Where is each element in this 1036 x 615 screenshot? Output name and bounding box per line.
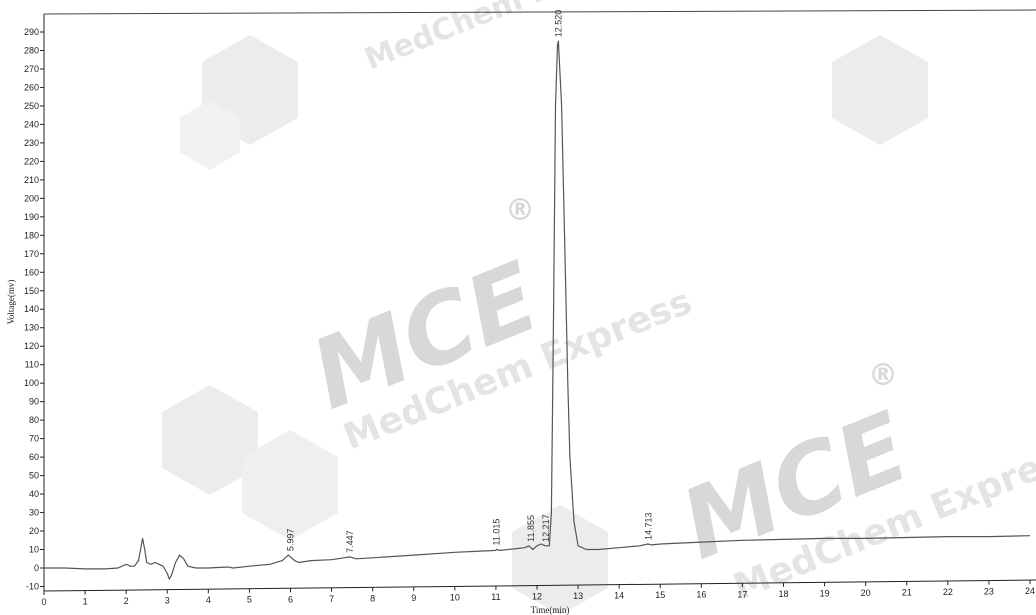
- x-tick-label: 8: [370, 593, 375, 603]
- y-axis-ticks: -10 0 10 20 30 40 50 60 70 80 90 100 110 120 130 140 150…: [24, 27, 44, 591]
- plot-frame: [43, 9, 1036, 592]
- watermark-logo: [162, 385, 338, 540]
- x-tick-label: 1: [83, 597, 88, 607]
- x-tick-label: 9: [411, 593, 416, 603]
- x-axis-ticks: 0 1 2 3 4 5 6 7 8 9 10 11 12 13 14 15 16 17 18 19 20 21 22 23 24: [41, 580, 1035, 607]
- x-tick-label: 10: [450, 592, 460, 602]
- y-tick-label: 190: [24, 212, 39, 222]
- y-tick-label: 150: [24, 286, 39, 296]
- y-tick-label: 110: [25, 360, 39, 370]
- y-tick-label: 0: [34, 563, 39, 573]
- peak-label: 11.015: [492, 519, 502, 546]
- peak-label-layer: 5.997 7.447 11.015 11.855 12.217 12.520 14.713: [285, 10, 653, 553]
- y-tick-label: 20: [29, 526, 39, 536]
- y-tick-label: 80: [29, 415, 39, 425]
- y-tick-label: 290: [24, 27, 39, 37]
- trace-layer: [44, 40, 1031, 580]
- x-tick-label: 0: [41, 597, 46, 607]
- y-tick-label: 220: [24, 156, 39, 166]
- x-axis-title: Time(min): [531, 605, 570, 615]
- peak-label: 7.447: [345, 530, 355, 553]
- x-tick-label: 12: [532, 592, 542, 602]
- y-tick-label: 60: [29, 452, 39, 462]
- peak-label: 11.855: [526, 515, 536, 542]
- y-tick-label: 130: [24, 323, 39, 333]
- x-tick-label: 16: [696, 590, 706, 600]
- y-tick-label: 10: [29, 545, 39, 555]
- y-tick-label: 30: [29, 508, 39, 518]
- x-tick-label: 18: [778, 589, 788, 599]
- watermark-logo: [512, 505, 608, 615]
- y-tick-label: 270: [24, 64, 39, 74]
- x-tick-label: 22: [943, 587, 953, 597]
- x-tick-label: 23: [984, 587, 994, 597]
- y-tick-label: 250: [24, 101, 39, 111]
- watermark-registered: ®: [868, 358, 898, 393]
- watermark-logo: [180, 35, 298, 170]
- y-tick-label: 280: [24, 45, 39, 55]
- watermark-layer: MCE MedChem Express MCE MedChem Express …: [162, 0, 1036, 615]
- x-tick-label: 5: [247, 595, 252, 605]
- x-axis-line: [43, 579, 1036, 592]
- x-tick-label: 4: [206, 595, 211, 605]
- y-tick-label: 50: [29, 471, 39, 481]
- top-border-line: [43, 9, 1036, 15]
- y-tick-label: 120: [24, 341, 39, 351]
- y-tick-label: 90: [29, 397, 39, 407]
- y-tick-label: 210: [24, 175, 39, 185]
- peak-label: 12.520: [553, 10, 563, 38]
- y-tick-label: 260: [24, 82, 39, 92]
- x-tick-label: 21: [902, 587, 912, 597]
- peak-label: 12.217: [541, 514, 551, 542]
- x-tick-label: 20: [861, 588, 871, 598]
- y-tick-label: 240: [24, 119, 39, 129]
- x-tick-label: 19: [820, 588, 830, 598]
- x-tick-label: 11: [491, 592, 500, 602]
- y-tick-label: 100: [24, 378, 39, 388]
- x-tick-label: 2: [124, 596, 129, 606]
- y-tick-label: 140: [24, 304, 39, 314]
- y-tick-label: 160: [24, 267, 39, 277]
- watermark-registered: ®: [505, 193, 535, 228]
- y-tick-label: 200: [24, 193, 39, 203]
- chromatogram-trace: [44, 40, 1031, 580]
- x-tick-label: 24: [1025, 586, 1035, 596]
- x-tick-label: 6: [288, 594, 293, 604]
- y-tick-label: 180: [24, 230, 39, 240]
- y-tick-label: 40: [29, 489, 39, 499]
- y-tick-label: -10: [26, 581, 39, 591]
- x-tick-label: 15: [655, 590, 665, 600]
- y-tick-label: 70: [29, 434, 39, 444]
- y-tick-label: 170: [24, 249, 39, 259]
- x-tick-label: 3: [165, 596, 170, 606]
- peak-label: 5.997: [285, 529, 295, 552]
- y-tick-label: 230: [24, 138, 39, 148]
- peak-label: 14.713: [643, 512, 653, 540]
- x-tick-label: 17: [737, 589, 747, 599]
- x-tick-label: 7: [329, 594, 334, 604]
- x-tick-label: 13: [573, 591, 583, 601]
- watermark-logo: [832, 35, 928, 145]
- y-axis-title: Voltage(mv): [6, 280, 16, 325]
- x-tick-label: 14: [614, 591, 624, 601]
